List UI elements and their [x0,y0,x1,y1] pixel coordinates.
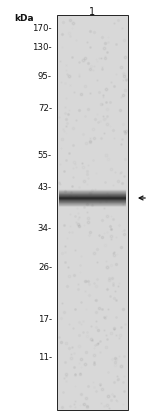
Bar [59,197,126,198]
Bar [59,198,126,199]
Bar [59,196,126,197]
Bar [59,190,126,191]
Bar [59,191,126,192]
Text: 34-: 34- [38,224,52,233]
Bar [59,200,126,201]
Bar [57,15,128,410]
Text: 43-: 43- [38,183,52,191]
Text: 1: 1 [89,7,95,17]
Bar [59,200,126,201]
Bar [59,202,126,203]
Bar [59,196,126,197]
Bar [59,206,126,207]
Text: 72-: 72- [38,103,52,113]
Bar [59,199,126,200]
Bar [59,189,126,190]
Bar [59,199,126,200]
Bar [59,201,126,202]
Bar [59,194,126,195]
Bar [59,192,126,193]
Bar [59,204,126,205]
Bar [59,192,126,193]
Text: 95-: 95- [38,71,52,80]
Bar [59,202,126,203]
Bar [59,197,126,198]
Text: 130-: 130- [32,43,52,52]
Bar [59,203,126,204]
Bar [59,205,126,206]
Bar [59,205,126,206]
Bar [59,193,126,194]
Text: 17-: 17- [38,316,52,324]
Bar [59,193,126,194]
Text: 170-: 170- [32,23,52,33]
Bar [59,204,126,205]
Text: 26-: 26- [38,264,52,272]
Text: kDa: kDa [14,14,34,23]
Bar [59,201,126,202]
Bar [59,190,126,191]
Bar [59,195,126,196]
Bar [59,198,126,199]
Bar [59,203,126,204]
Bar [59,189,126,190]
Bar [59,206,126,207]
Bar [59,191,126,192]
Text: 11-: 11- [38,354,52,362]
Bar [59,194,126,195]
Bar [59,195,126,196]
Text: 55-: 55- [38,151,52,159]
